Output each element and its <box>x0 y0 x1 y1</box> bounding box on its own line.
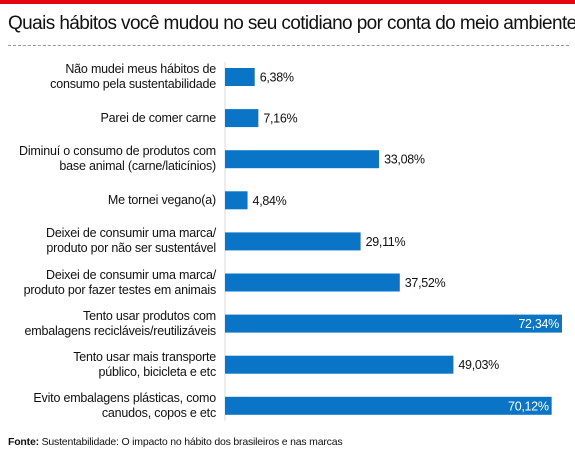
source-footnote: Fonte: Sustentabilidade: O impacto no há… <box>8 436 343 448</box>
category-label-8: Evito embalagens plásticas, como canudos,… <box>1 391 216 421</box>
category-label-line: Me tornei vegano(a) <box>107 192 216 207</box>
category-label-line: embalagens recicláveis/reutilizáveis <box>24 323 216 338</box>
value-label-0: 6,38% <box>260 71 294 85</box>
category-label-7: Tento usar mais transporte público, bicic… <box>1 350 216 380</box>
value-label-8: 70,12% <box>508 399 549 413</box>
category-label-2: Diminuí o consumo de produtos com base an… <box>1 144 216 174</box>
value-label-6: 72,34% <box>518 317 559 331</box>
category-label-line: Tento usar mais transporte <box>73 349 216 364</box>
category-label-line: Deixei de consumir uma marca/ <box>46 267 216 282</box>
category-label-line: Não mudei meus hábitos de <box>65 62 216 76</box>
value-label-2: 33,08% <box>384 153 425 167</box>
bar-1 <box>225 109 259 128</box>
category-label-6: Tento usar produtos com embalagens recicl… <box>1 309 216 339</box>
chart-title: Quais hábitos você mudou no seu cotidian… <box>8 13 575 34</box>
category-label-line: Diminuí o consumo de produtos com <box>19 144 216 159</box>
bar-2 <box>225 150 380 169</box>
category-label-0: Não mudei meus hábitos de consumo pela su… <box>1 62 216 92</box>
bar-8 <box>225 396 552 415</box>
category-label-4: Deixei de consumir uma marca/produto por… <box>1 226 216 256</box>
category-label-line: produto por não ser sustentável <box>46 241 216 256</box>
value-label-1: 7,16% <box>263 112 297 126</box>
category-label-line: produto por fazer testes em animais <box>23 282 217 297</box>
value-label-4: 29,11% <box>366 235 406 249</box>
category-label-1: Parei de comer carne <box>1 111 216 126</box>
category-label-line: consumo pela sustentabilidade <box>50 77 216 91</box>
category-label-3: Me tornei vegano(a) <box>1 193 216 208</box>
category-label-line: Deixei de consumir uma marca/ <box>46 226 216 241</box>
category-label-line: Parei de comer carne <box>100 110 216 125</box>
value-label-5: 37,52% <box>405 276 446 290</box>
category-label-5: Deixei de consumir uma marca/produto por… <box>1 267 217 298</box>
bar-4 <box>225 232 361 251</box>
bar-7 <box>225 355 454 374</box>
title-divider <box>8 45 569 46</box>
category-label-line: Evito embalagens plásticas, como <box>33 390 216 405</box>
source-label: Fonte: <box>8 436 39 448</box>
value-label-7: 49,03% <box>458 358 499 372</box>
category-label-line: base animal (carne/laticínios) <box>59 159 216 174</box>
source-text: Sustentabilidade: O impacto no hábito do… <box>38 436 343 448</box>
category-label-line: Tento usar produtos com <box>83 308 216 323</box>
top-accent-bar <box>0 0 575 4</box>
value-label-3: 4,84% <box>253 194 287 208</box>
bar-0 <box>225 68 255 86</box>
category-label-line: canudos, copos e etc <box>101 405 216 420</box>
bar-6 <box>225 314 562 333</box>
category-label-line: público, bicicleta e etc <box>98 364 217 379</box>
bar-5 <box>225 273 400 292</box>
bar-3 <box>225 191 248 210</box>
